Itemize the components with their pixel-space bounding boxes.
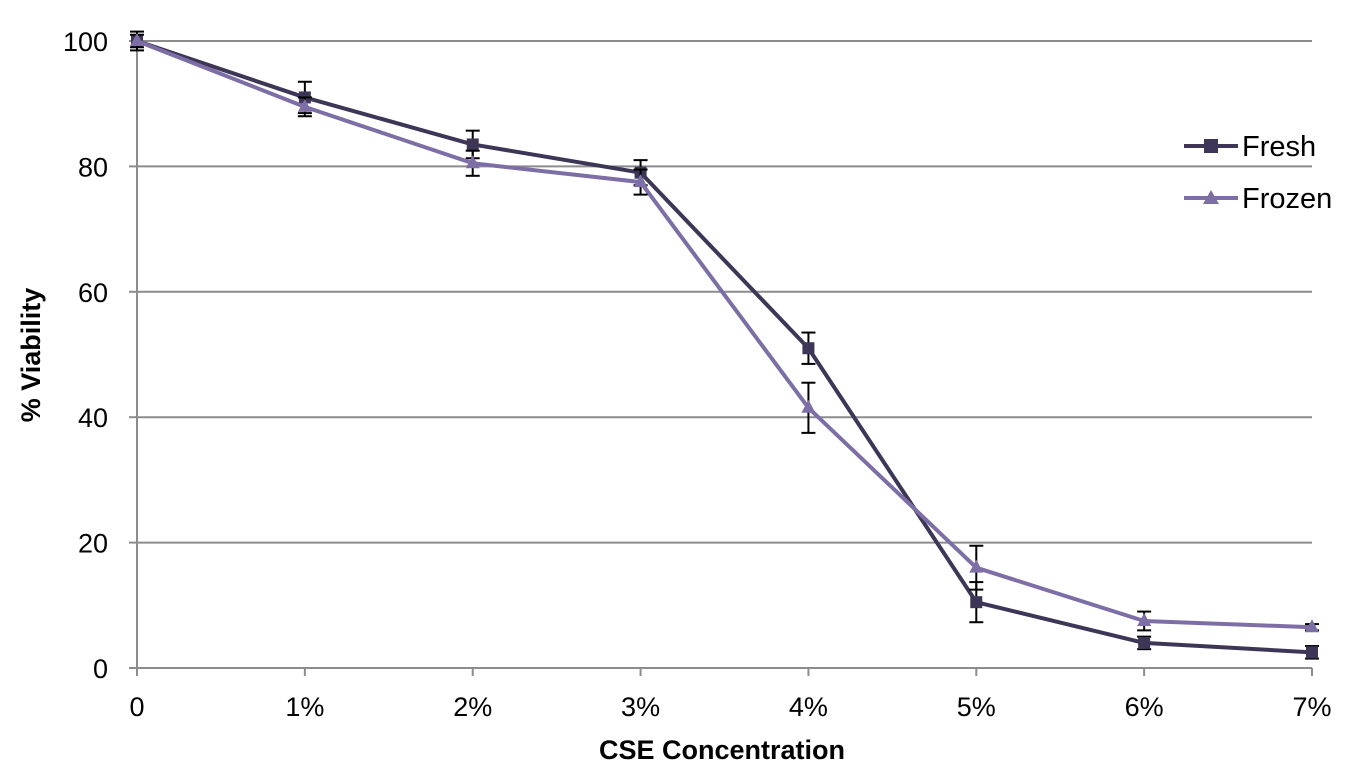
data-point xyxy=(801,399,816,413)
plot-area xyxy=(130,30,1319,660)
x-tick-label: 0 xyxy=(129,692,144,722)
x-tick-label: 4% xyxy=(789,692,828,722)
data-point xyxy=(969,559,984,573)
legend-item-fresh: Fresh xyxy=(1184,131,1316,163)
y-tick-label: 80 xyxy=(78,152,108,182)
x-tick-labels: 0 1% 2% 3% 4% 5% 6% 7% xyxy=(129,692,1331,722)
data-point xyxy=(633,174,648,188)
x-tick-label: 2% xyxy=(453,692,492,722)
series-line xyxy=(136,39,1313,630)
data-point xyxy=(130,33,144,46)
x-tick-label: 5% xyxy=(957,692,996,722)
series-frozen xyxy=(130,33,1319,633)
y-axis-title: % Viability xyxy=(16,288,46,423)
y-tick-labels: 0 20 40 60 80 100 xyxy=(63,27,108,684)
data-point xyxy=(1305,619,1319,633)
y-tick-label: 0 xyxy=(93,654,108,684)
data-point xyxy=(465,155,480,169)
data-point xyxy=(802,342,815,355)
x-tick-label: 6% xyxy=(1125,692,1164,722)
legend-label: Frozen xyxy=(1242,183,1332,215)
legend-label: Fresh xyxy=(1242,131,1316,163)
series-line xyxy=(136,39,1313,655)
legend-square-marker xyxy=(1204,139,1218,153)
x-tick-label: 7% xyxy=(1292,692,1331,722)
data-point xyxy=(1138,636,1151,649)
data-point xyxy=(466,138,479,151)
legend-triangle-marker xyxy=(1203,190,1219,204)
y-tick-label: 20 xyxy=(78,529,108,559)
y-tick-label: 100 xyxy=(63,27,108,57)
y-tick-label: 40 xyxy=(78,403,108,433)
x-tick-label: 3% xyxy=(621,692,660,722)
legend-item-frozen: Frozen xyxy=(1184,183,1332,215)
x-tick-label: 1% xyxy=(285,692,324,722)
series-fresh xyxy=(130,30,1319,660)
data-point xyxy=(970,596,983,609)
x-axis-title: CSE Concentration xyxy=(599,735,845,763)
y-tick-label: 60 xyxy=(78,278,108,308)
legend: Fresh Frozen xyxy=(1184,131,1332,215)
data-point xyxy=(1306,646,1318,659)
axes xyxy=(129,40,1313,676)
data-point xyxy=(297,98,312,112)
data-point xyxy=(1137,612,1152,626)
